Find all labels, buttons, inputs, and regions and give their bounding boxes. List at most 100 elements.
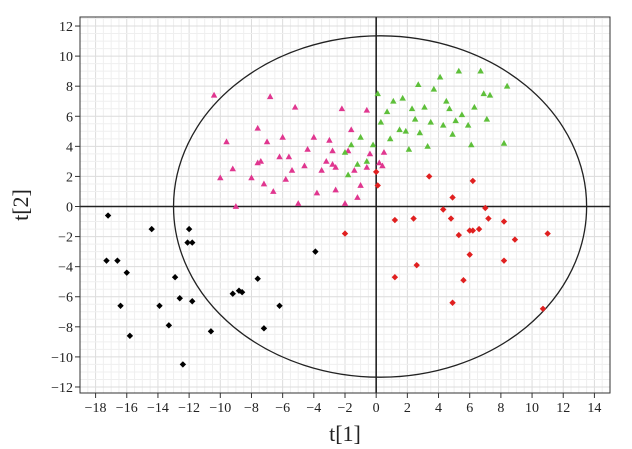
data-point [503, 82, 511, 89]
data-point [189, 298, 196, 305]
data-point [374, 90, 381, 97]
data-point [260, 180, 268, 187]
data-point [386, 135, 394, 142]
data-point [229, 290, 236, 297]
data-point [189, 239, 196, 246]
data-point [366, 150, 374, 157]
data-point [266, 93, 274, 100]
x-tick-label: −14 [147, 401, 169, 416]
data-point [424, 142, 431, 149]
data-point [413, 261, 420, 269]
data-point [229, 165, 236, 172]
data-point [421, 103, 428, 110]
data-point [482, 204, 489, 212]
x-tick-label: 14 [587, 401, 601, 416]
data-point [452, 117, 459, 124]
y-tick-label: 12 [59, 20, 73, 35]
data-point [171, 273, 179, 281]
data-point [332, 164, 339, 170]
data-point [126, 332, 134, 340]
data-point [257, 157, 265, 164]
data-point [483, 115, 491, 122]
data-point [464, 121, 472, 128]
data-point [458, 111, 466, 118]
y-tick-label: 8 [66, 80, 73, 95]
y-tick-label: 6 [66, 110, 73, 125]
data-point [447, 215, 455, 222]
y-tick-label: 10 [59, 50, 73, 65]
data-point [248, 174, 255, 181]
data-point [254, 159, 261, 166]
data-point [363, 157, 371, 164]
data-point [254, 124, 261, 131]
data-point [295, 200, 302, 206]
data-point [500, 139, 508, 146]
data-point [372, 168, 380, 176]
data-point [313, 189, 321, 196]
data-point [329, 160, 336, 167]
data-point [354, 160, 361, 167]
x-tick-label: 8 [497, 401, 504, 416]
data-point [480, 90, 487, 97]
y-axis-title: t[2] [8, 189, 33, 221]
data-point [288, 167, 296, 173]
data-point [544, 230, 551, 237]
data-point [148, 225, 155, 233]
data-point [363, 164, 371, 170]
data-point [436, 73, 444, 80]
x-tick-label: −4 [306, 401, 321, 416]
data-point [511, 236, 519, 243]
data-point [207, 328, 215, 335]
data-point [377, 118, 385, 125]
data-point [455, 231, 462, 239]
y-tick-label: −2 [58, 231, 73, 246]
data-point [344, 171, 352, 178]
data-point [430, 85, 438, 92]
y-tick-label: 0 [66, 201, 73, 216]
data-point [165, 322, 173, 329]
x-tick-label: −8 [244, 401, 259, 416]
x-axis-ticks: −18 −16 −14 −12 −10 −8 −6 −4 −2 0 2 4 6 8 10 12 14 [85, 393, 601, 416]
y-tick-label: −12 [51, 381, 73, 396]
data-point [270, 188, 277, 194]
data-point [410, 215, 417, 222]
data-point [380, 148, 388, 155]
data-point [390, 97, 397, 104]
confidence-ellipse-layer [172, 35, 588, 378]
data-point [117, 302, 124, 309]
data-point [341, 230, 349, 237]
data-point [276, 302, 283, 309]
x-tick-label: 2 [404, 401, 411, 416]
data-point [341, 148, 349, 155]
x-tick-label: 12 [556, 401, 570, 416]
data-point [254, 275, 261, 282]
data-point [312, 248, 319, 255]
data-point [363, 106, 371, 113]
data-point [338, 105, 346, 112]
x-tick-label: −12 [178, 401, 200, 416]
y-tick-label: −6 [58, 291, 73, 306]
data-point [449, 130, 456, 137]
data-point [217, 174, 224, 181]
data-point [285, 153, 293, 160]
data-point [318, 167, 325, 173]
data-point [210, 91, 218, 98]
data-point [391, 273, 399, 281]
data-point [279, 133, 286, 140]
data-point [471, 103, 478, 110]
zero-lines [80, 17, 610, 393]
data-point [455, 67, 463, 74]
y-tick-label: −8 [58, 321, 73, 336]
data-point [477, 67, 484, 74]
y-tick-label: 4 [66, 140, 73, 155]
data-point [449, 194, 456, 201]
data-point [439, 121, 447, 128]
data-point [326, 136, 333, 143]
data-point [391, 216, 399, 224]
data-point [276, 153, 283, 160]
data-point [263, 138, 271, 145]
data-point [469, 177, 477, 185]
data-point [332, 186, 339, 193]
x-tick-label: 10 [525, 401, 539, 416]
